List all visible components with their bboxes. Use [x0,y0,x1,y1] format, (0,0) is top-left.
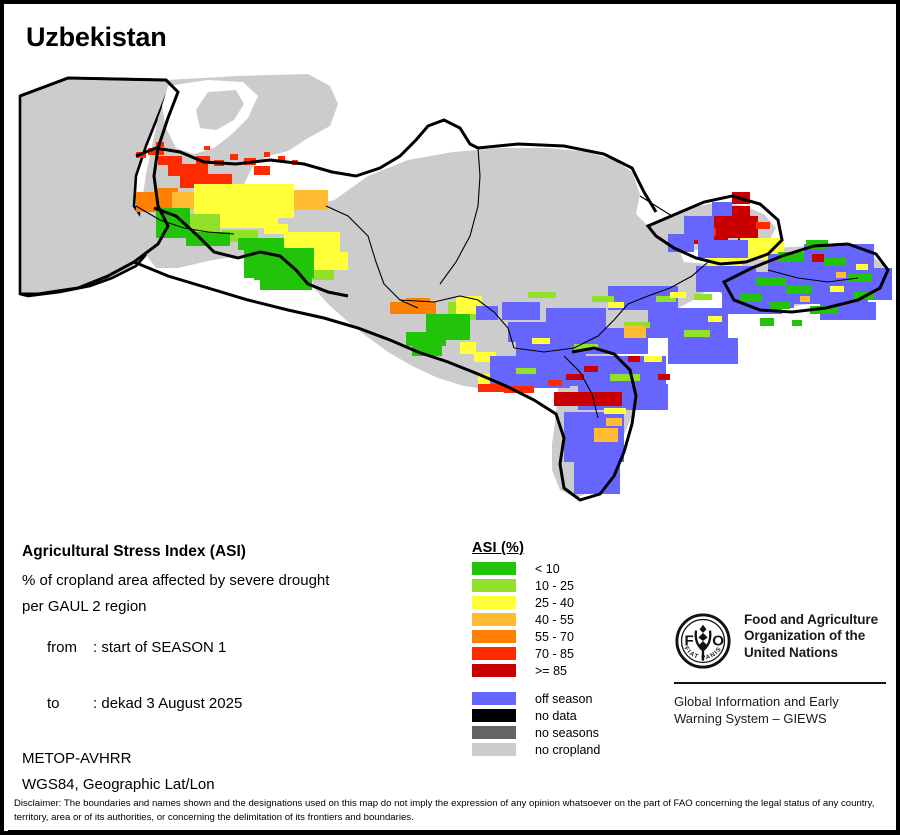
legend-item-25-40[interactable]: 25 - 40 [472,595,652,610]
period-to-row: to : dekad 3 August 2025 [22,681,452,726]
legend-swatch-no-cropland [472,743,516,756]
legend-item-no-seasons[interactable]: no seasons [472,725,652,740]
legend-item-55-70[interactable]: 55 - 70 [472,629,652,644]
giews-name: Global Information and Early Warning Sys… [674,694,889,727]
period-from-value: : start of SEASON 1 [93,638,227,656]
map-country-outline [19,76,890,502]
legend-item-no-cropland[interactable]: no cropland [472,742,652,757]
legend-label-lt10: < 10 [535,561,560,576]
fao-name-line-3: United Nations [744,644,838,660]
legend-swatch-lt10 [472,562,516,575]
fao-divider [674,682,886,684]
description-spacer [22,737,452,751]
page-title: Uzbekistan [26,22,167,52]
legend-label-40-55: 40 - 55 [535,612,574,627]
period-to-value: : dekad 3 August 2025 [93,694,243,712]
legend-label-70-85: 70 - 85 [535,646,574,661]
svg-text:F: F [684,633,693,650]
map-admin-boundaries [135,147,859,419]
map-canvas[interactable] [8,56,896,516]
description-block: Agricultural Stress Index (ASI) % of cro… [22,544,452,803]
description-heading: Agricultural Stress Index (ASI) [22,543,246,560]
legend-item-no-data[interactable]: no data [472,708,652,723]
legend-label-25-40: 25 - 40 [535,595,574,610]
description-line-2: per GAUL 2 region [22,597,147,615]
description-line-1: % of cropland area affected by severe dr… [22,571,330,589]
legend-label-gte85: >= 85 [535,663,567,678]
legend-swatch-40-55 [472,613,516,626]
fao-branding: F O FIAT PANIS Food and Agriculture Orga… [674,612,889,727]
legend-swatch-10-25 [472,579,516,592]
legend-item-lt10[interactable]: < 10 [472,561,652,576]
legend-swatch-off-season [472,692,516,705]
legend-item-gte85[interactable]: >= 85 [472,663,652,678]
legend-item-10-25[interactable]: 10 - 25 [472,578,652,593]
svg-text:O: O [712,633,724,650]
disclaimer-divider [8,830,896,831]
legend-label-no-cropland: no cropland [535,742,601,757]
fao-logo-icon: F O FIAT PANIS [675,613,731,669]
legend-swatch-no-seasons [472,726,516,739]
legend-item-70-85[interactable]: 70 - 85 [472,646,652,661]
giews-line-1: Global Information and Early [674,694,839,709]
map-svg [18,74,892,502]
legend-spacer [472,680,652,691]
legend-item-40-55[interactable]: 40 - 55 [472,612,652,627]
fao-name-line-2: Organization of the [744,628,866,644]
period-from-row: from : start of SEASON 1 [22,625,452,670]
legend-title: ASI (%) [472,540,525,556]
legend-swatch-gte85 [472,664,516,677]
legend-label-10-25: 10 - 25 [535,578,574,593]
legend-label-55-70: 55 - 70 [535,629,574,644]
period-to-label: to [47,694,60,712]
projection-label: WGS84, Geographic Lat/Lon [22,775,215,793]
sensor-label: METOP-AVHRR [22,749,132,767]
legend-swatch-25-40 [472,596,516,609]
legend-item-off-season[interactable]: off season [472,691,652,706]
legend-swatch-55-70 [472,630,516,643]
disclaimer-text: Disclaimer: The boundaries and names sho… [14,798,875,823]
map-legend: ASI (%) < 10 10 - 25 25 - 40 40 - 55 55 … [472,540,652,759]
legend-label-no-data: no data [535,708,577,723]
fao-name-line-1: Food and Agriculture [744,612,878,627]
fao-logo-row: F O FIAT PANIS Food and Agriculture Orga… [674,612,889,670]
legend-label-off-season: off season [535,691,593,706]
legend-label-no-seasons: no seasons [535,725,599,740]
legend-swatch-70-85 [472,647,516,660]
giews-line-2: Warning System – GIEWS [674,710,827,726]
fao-organization-name: Food and Agriculture Organization of the… [744,612,878,661]
period-from-label: from [47,638,78,656]
legend-swatch-no-data [472,709,516,722]
